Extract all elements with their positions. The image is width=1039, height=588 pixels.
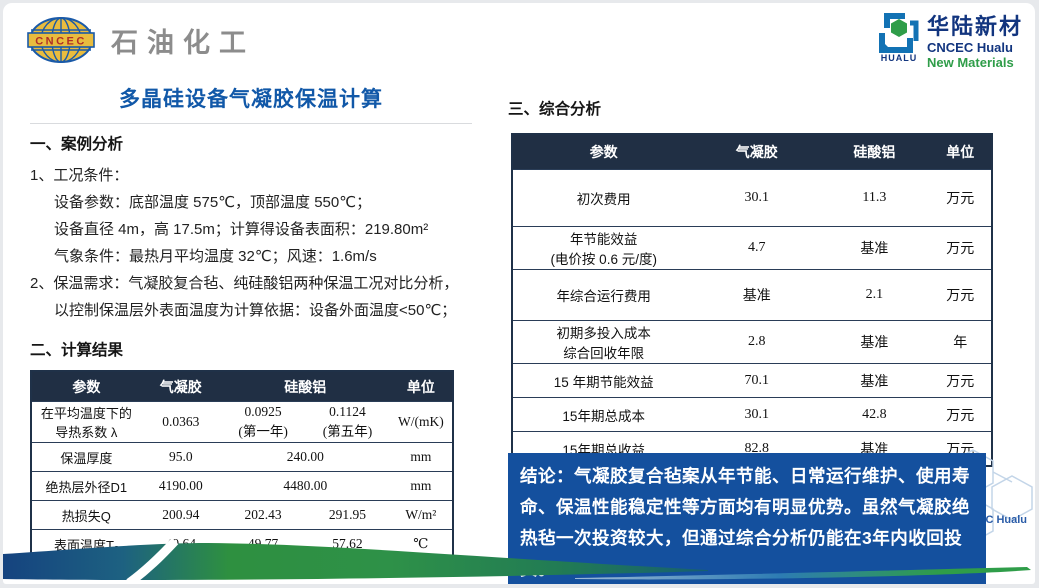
column-header: 参数 [31,371,141,402]
watermark-text: C Hualu [985,514,1027,526]
hualu-name-cn: 华陆新材 [926,14,1023,39]
value-cell: 基准 [819,226,930,270]
param-cell: 15年期总成本 [512,397,695,432]
hualu-icon-caption: HUALU [880,53,918,63]
comprehensive-analysis-table: 参数 气凝胶 硅酸铝 单位 初次费用 30.1 11.3 万元 年节能效益 (电价按 0.6 元… [511,133,993,467]
table-row: 年节能效益 (电价按 0.6 元/度) 4.7 基准 万元 [512,226,992,270]
value-cell: 万元 [929,363,992,398]
table-row: 保温厚度 95.0 240.00 mm [31,442,453,472]
value-cell: 291.95 [305,500,390,530]
title-divider [30,123,472,124]
case-line: 气象条件：最热月平均温度 32℃；风速：1.6m/s [54,248,377,265]
param-cell: 初期多投入成本 综合回收年限 [512,320,695,364]
slide: CNCEC 石油化工 HUALU 华陆新材 CNCEC Hualu New Ma… [3,3,1035,584]
bottom-right-stripe-graphic [575,567,1031,580]
section-heading-comprehensive-analysis: 三、综合分析 [508,101,602,118]
table-row: 15 年期节能效益 70.1 基准 万元 [512,363,992,398]
table-row: 15年期总成本 30.1 42.8 万元 [512,397,992,432]
param-cell: 年综合运行费用 [512,269,695,321]
value-cell: 基准 [694,269,820,321]
case-line: 以控制保温层外表面温度为计算依据：设备外面温度<50℃； [54,302,457,319]
table-row: 年综合运行费用 基准 2.1 万元 [512,269,992,321]
value-cell: 0.1124 (第五年) [305,401,390,443]
case-line: 设备直径 4m，高 17.5m；计算得设备表面积：219.80m² [54,221,429,238]
section-heading-calc-results: 二、计算结果 [30,342,124,359]
table-row: 初期多投入成本 综合回收年限 2.8 基准年 [512,320,992,364]
value-cell: 万元 [929,269,992,321]
case-analysis-text: 1、工况条件： 设备参数：底部温度 575℃，顶部温度 550℃； 设备直径 4m，… [30,162,472,324]
value-cell: 70.1 [694,363,820,398]
param-cell: 初次费用 [512,169,695,227]
value-cell: 万元 [929,169,992,227]
value-cell: W/m² [389,500,453,530]
page-title: 多晶硅设备气凝胶保温计算 [119,88,383,111]
right-column: 三、综合分析 参数 气凝胶 硅酸铝 单位 初次费用 30.1 11.3 万元 年节能效益 (电价… [508,91,996,467]
value-cell: 万元 [929,397,992,432]
cncec-globe-icon: CNCEC [27,17,95,63]
section-heading-case-analysis: 一、案例分析 [30,136,124,153]
value-cell: 200.94 [140,500,221,530]
cncec-logo: CNCEC 石油化工 [27,16,255,64]
value-cell: 30.1 [694,169,820,227]
column-header: 气凝胶 [694,134,820,170]
brand-text: 石油化工 [111,27,255,58]
column-header: 硅酸铝 [220,371,390,402]
value-cell: 0.0925 (第一年) [220,401,306,443]
value-cell: W/(mK) [389,401,453,443]
value-cell: 202.43 [220,500,306,530]
bottom-wave-graphic [3,538,708,584]
table-row: 初次费用 30.1 11.3 万元 [512,169,992,227]
hualu-name-en: CNCEC Hualu [926,40,1013,56]
value-cell: 年 [929,320,992,364]
case-line: 1、工况条件： [30,167,129,184]
left-column: 多晶硅设备气凝胶保温计算 一、案例分析 1、工况条件： 设备参数：底部温度 575… [30,83,472,560]
value-cell: 30.1 [694,397,820,432]
value-cell: 万元 [929,226,992,270]
svg-text:CNCEC: CNCEC [35,36,87,48]
param-cell: 保温厚度 [31,442,141,472]
hualu-tagline: New Materials [926,55,1014,71]
value-cell: 4190.00 [140,471,221,501]
case-line: 设备参数：底部温度 575℃，顶部温度 550℃； [54,194,372,211]
param-cell: 年节能效益 (电价按 0.6 元/度) [512,226,695,270]
conclusion-box: 结论：气凝胶复合毡案从年节能、日常运行维护、使用寿命、保温性能稳定性等方面均有明… [508,453,986,584]
value-cell: 42.8 [819,397,930,432]
column-header: 气凝胶 [140,371,221,402]
value-cell: 240.00 [220,442,390,472]
column-header: 单位 [389,371,453,402]
param-cell: 15 年期节能效益 [512,363,695,398]
value-cell: 11.3 [819,169,930,227]
table-row: 在平均温度下的 导热系数 λ 0.0363 0.0925 (第一年) 0.1124 (… [31,401,453,443]
hualu-logo: HUALU 华陆新材 CNCEC Hualu New Materials [877,11,1023,71]
value-cell: mm [389,442,453,472]
value-cell: 基准 [819,363,930,398]
value-cell: 95.0 [140,442,221,472]
param-cell: 热损失Q [31,500,141,530]
value-cell: 2.8 [694,320,820,364]
column-header: 单位 [929,134,992,170]
value-cell: 0.0363 [140,401,221,443]
value-cell: 4480.00 [220,471,390,501]
value-cell: 2.1 [819,269,930,321]
param-cell: 绝热层外径D1 [31,471,141,501]
value-cell: mm [389,471,453,501]
column-header: 参数 [512,134,695,170]
param-cell: 在平均温度下的 导热系数 λ [31,401,141,443]
hualu-icon [878,13,919,53]
table-row: 绝热层外径D1 4190.00 4480.00 mm [31,471,453,501]
column-header: 硅酸铝 [819,134,930,170]
calculation-results-table: 参数 气凝胶 硅酸铝 单位 在平均温度下的 导热系数 λ 0.0363 0.0925 (第一… [30,370,454,560]
value-cell: 基准 [819,320,930,364]
value-cell: 4.7 [694,226,820,270]
case-line: 2、保温需求：气凝胶复合毡、纯硅酸铝两种保温工况对比分析， [30,275,459,292]
table-row: 热损失Q 200.94 202.43 291.95 W/m² [31,500,453,530]
